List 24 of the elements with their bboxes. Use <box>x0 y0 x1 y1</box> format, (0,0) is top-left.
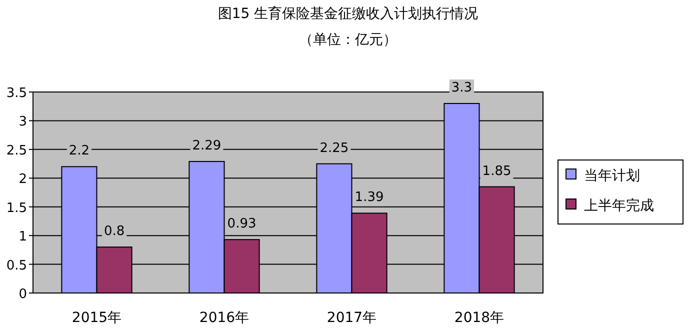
y-tick-label: 0.5 <box>6 258 27 274</box>
y-tick-label: 2.5 <box>6 143 27 158</box>
legend-label: 当年计划 <box>584 168 640 184</box>
y-tick-label: 2 <box>18 172 27 188</box>
legend-label: 上半年完成 <box>584 198 654 214</box>
y-tick-label: 3.5 <box>6 86 27 101</box>
data-label: 0.93 <box>227 216 256 232</box>
y-tick-label: 1 <box>18 230 27 245</box>
chart-title: 图15 生育保险基金征缴收入计划执行情况 <box>218 5 478 22</box>
data-label: 2.2 <box>68 144 90 159</box>
x-tick-label: 2018年 <box>454 310 504 326</box>
data-label: 1.39 <box>354 190 384 206</box>
data-label: 2.25 <box>320 140 349 156</box>
x-tick-label: 2015年 <box>72 310 122 326</box>
data-label: 1.85 <box>482 164 512 179</box>
data-label: 2.29 <box>192 138 222 154</box>
data-label: 3.3 <box>451 80 472 96</box>
x-tick-label: 2016年 <box>199 310 250 326</box>
y-tick-label: 3 <box>18 114 27 130</box>
data-label: 0.8 <box>104 224 125 240</box>
chart-subtitle: （单位：亿元） <box>299 32 397 48</box>
x-tick-label: 2017年 <box>326 310 377 326</box>
y-tick-label: 0 <box>18 287 27 302</box>
y-tick-label: 1.5 <box>6 200 27 216</box>
